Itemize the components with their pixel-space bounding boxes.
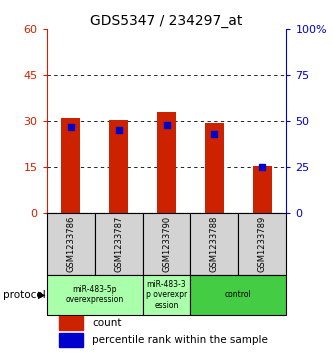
Bar <box>143 213 190 275</box>
Text: GSM1233789: GSM1233789 <box>258 216 267 272</box>
Text: GSM1233786: GSM1233786 <box>66 216 75 272</box>
Bar <box>190 275 286 315</box>
Bar <box>157 112 176 213</box>
Bar <box>238 213 286 275</box>
Bar <box>95 213 143 275</box>
Bar <box>47 275 143 315</box>
Text: GSM1233788: GSM1233788 <box>210 216 219 272</box>
Bar <box>205 123 224 213</box>
Bar <box>190 213 238 275</box>
Text: count: count <box>92 318 122 328</box>
Bar <box>61 118 80 213</box>
Title: GDS5347 / 234297_at: GDS5347 / 234297_at <box>90 14 243 28</box>
Text: control: control <box>225 290 252 299</box>
Text: miR-483-3
p overexpr
ession: miR-483-3 p overexpr ession <box>146 280 187 310</box>
Bar <box>47 213 95 275</box>
Text: percentile rank within the sample: percentile rank within the sample <box>92 335 268 345</box>
Bar <box>59 317 83 330</box>
Bar <box>143 275 190 315</box>
Bar <box>253 166 272 213</box>
Text: ▶: ▶ <box>38 290 46 300</box>
Text: protocol: protocol <box>3 290 46 300</box>
Text: GSM1233790: GSM1233790 <box>162 216 171 272</box>
Bar <box>59 333 83 347</box>
Text: miR-483-5p
overexpression: miR-483-5p overexpression <box>66 285 124 305</box>
Text: GSM1233787: GSM1233787 <box>114 216 123 272</box>
Bar <box>109 120 128 213</box>
